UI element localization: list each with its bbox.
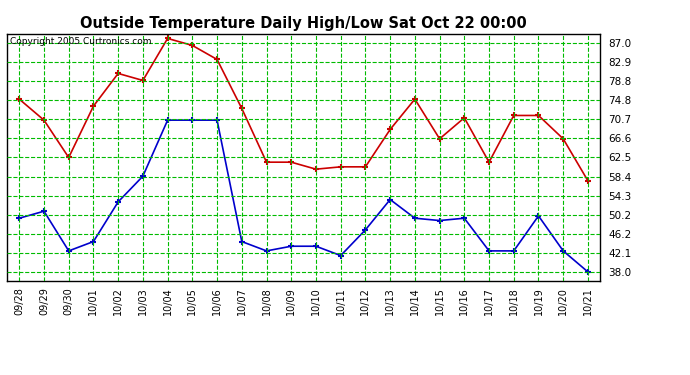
- Text: Copyright 2005 Curtronics.com: Copyright 2005 Curtronics.com: [10, 38, 151, 46]
- Title: Outside Temperature Daily High/Low Sat Oct 22 00:00: Outside Temperature Daily High/Low Sat O…: [80, 16, 527, 31]
